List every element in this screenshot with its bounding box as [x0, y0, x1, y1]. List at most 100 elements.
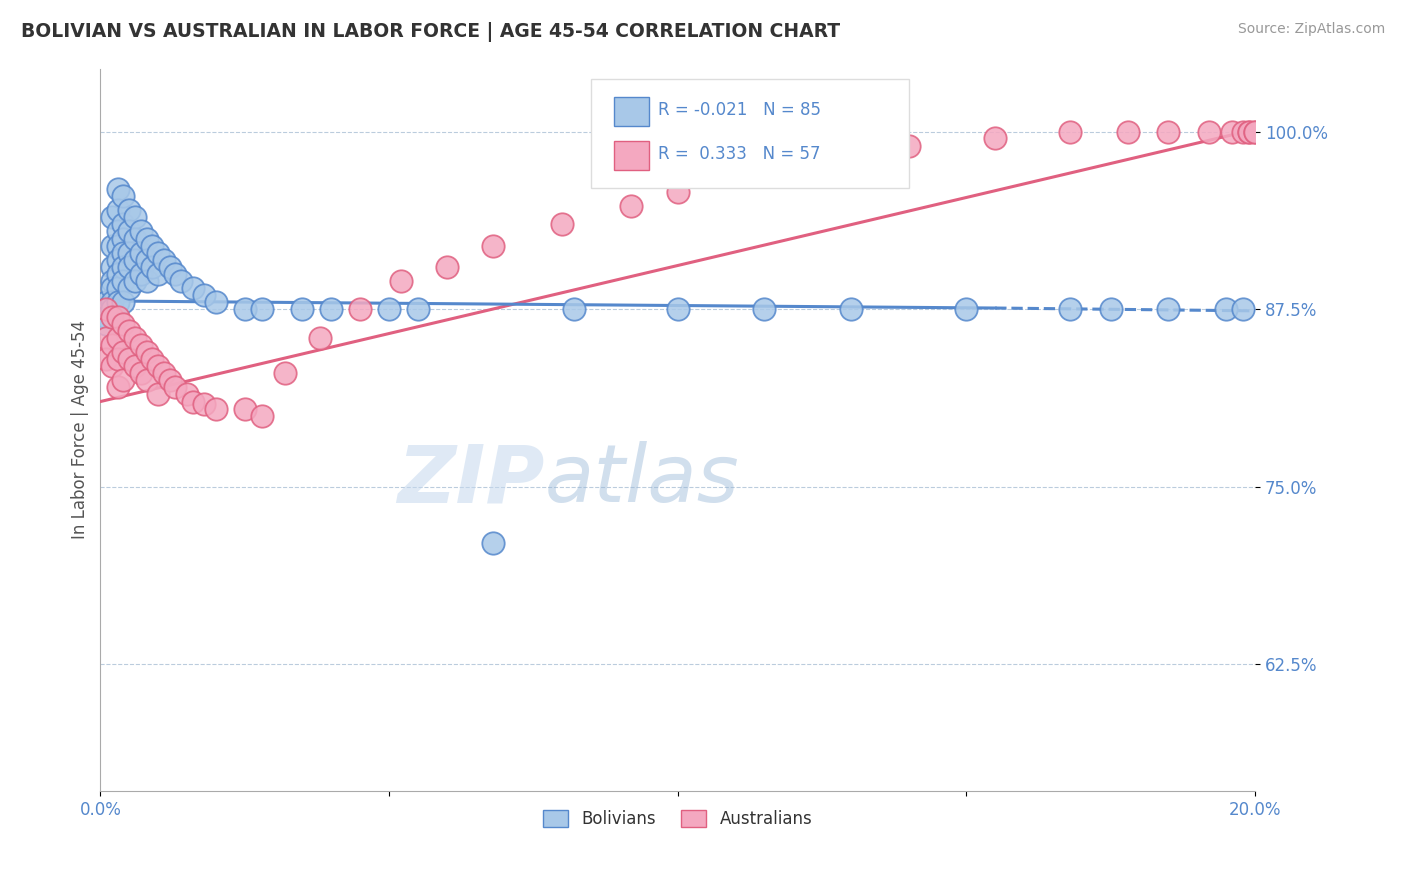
Point — [1059, 302, 1081, 317]
Point — [129, 225, 152, 239]
Point — [112, 218, 135, 232]
Point — [181, 394, 204, 409]
Point — [112, 317, 135, 331]
Point — [101, 310, 124, 324]
Point — [233, 302, 256, 317]
Point — [274, 366, 297, 380]
Point — [153, 366, 176, 380]
Point — [839, 302, 862, 317]
Y-axis label: In Labor Force | Age 45-54: In Labor Force | Age 45-54 — [72, 320, 89, 540]
Point — [1244, 125, 1267, 139]
Point — [436, 260, 458, 274]
Point — [135, 345, 157, 359]
Point — [124, 359, 146, 373]
Point — [112, 231, 135, 245]
Point — [1059, 125, 1081, 139]
Point — [159, 373, 181, 387]
Point — [250, 409, 273, 423]
Point — [101, 302, 124, 317]
Point — [112, 295, 135, 310]
FancyBboxPatch shape — [591, 79, 908, 188]
Point — [135, 252, 157, 267]
Point — [170, 274, 193, 288]
Text: R = -0.021   N = 85: R = -0.021 N = 85 — [658, 102, 821, 120]
Point — [204, 295, 226, 310]
Point — [107, 281, 129, 295]
Point — [124, 331, 146, 345]
Point — [124, 252, 146, 267]
Point — [735, 168, 758, 182]
Point — [118, 260, 141, 274]
Point — [107, 267, 129, 281]
Point — [141, 238, 163, 252]
Point — [146, 387, 169, 401]
Point — [233, 401, 256, 416]
Point — [146, 359, 169, 373]
Point — [193, 397, 215, 411]
Point — [1116, 125, 1139, 139]
Point — [482, 536, 505, 550]
Point — [124, 231, 146, 245]
Point — [1099, 302, 1122, 317]
Point — [1232, 302, 1254, 317]
Point — [666, 185, 689, 199]
Bar — [614, 97, 648, 127]
Legend: Bolivians, Australians: Bolivians, Australians — [537, 804, 818, 835]
Point — [165, 267, 187, 281]
Point — [754, 302, 776, 317]
Point — [153, 252, 176, 267]
Point — [129, 366, 152, 380]
Point — [1239, 125, 1261, 139]
Point — [94, 310, 117, 324]
Point — [1232, 125, 1254, 139]
Point — [112, 260, 135, 274]
Point — [101, 338, 124, 352]
Point — [146, 267, 169, 281]
Point — [349, 302, 371, 317]
Point — [124, 274, 146, 288]
Point — [984, 131, 1007, 145]
Point — [101, 359, 124, 373]
Text: Source: ZipAtlas.com: Source: ZipAtlas.com — [1237, 22, 1385, 37]
Point — [118, 245, 141, 260]
Point — [118, 281, 141, 295]
Point — [94, 331, 117, 345]
Point — [141, 260, 163, 274]
Point — [482, 238, 505, 252]
Bar — [614, 141, 648, 169]
Point — [94, 352, 117, 367]
Point — [955, 302, 977, 317]
Point — [94, 302, 117, 317]
Point — [291, 302, 314, 317]
Point — [308, 331, 330, 345]
Point — [107, 225, 129, 239]
Point — [135, 373, 157, 387]
Point — [94, 295, 117, 310]
Point — [129, 245, 152, 260]
Point — [181, 281, 204, 295]
Point — [204, 401, 226, 416]
Point — [112, 245, 135, 260]
Point — [551, 218, 574, 232]
Point — [107, 295, 129, 310]
Point — [389, 274, 412, 288]
Point — [107, 203, 129, 218]
Point — [107, 252, 129, 267]
Point — [378, 302, 401, 317]
Point — [107, 182, 129, 196]
Point — [1220, 125, 1243, 139]
Text: R =  0.333   N = 57: R = 0.333 N = 57 — [658, 145, 821, 163]
Point — [146, 245, 169, 260]
Point — [107, 331, 129, 345]
Point — [1215, 302, 1237, 317]
Point — [406, 302, 429, 317]
Point — [159, 260, 181, 274]
Point — [112, 345, 135, 359]
Point — [118, 352, 141, 367]
Point — [135, 274, 157, 288]
Text: atlas: atlas — [546, 442, 740, 519]
Point — [135, 231, 157, 245]
Point — [107, 380, 129, 394]
Point — [562, 302, 585, 317]
Point — [118, 324, 141, 338]
